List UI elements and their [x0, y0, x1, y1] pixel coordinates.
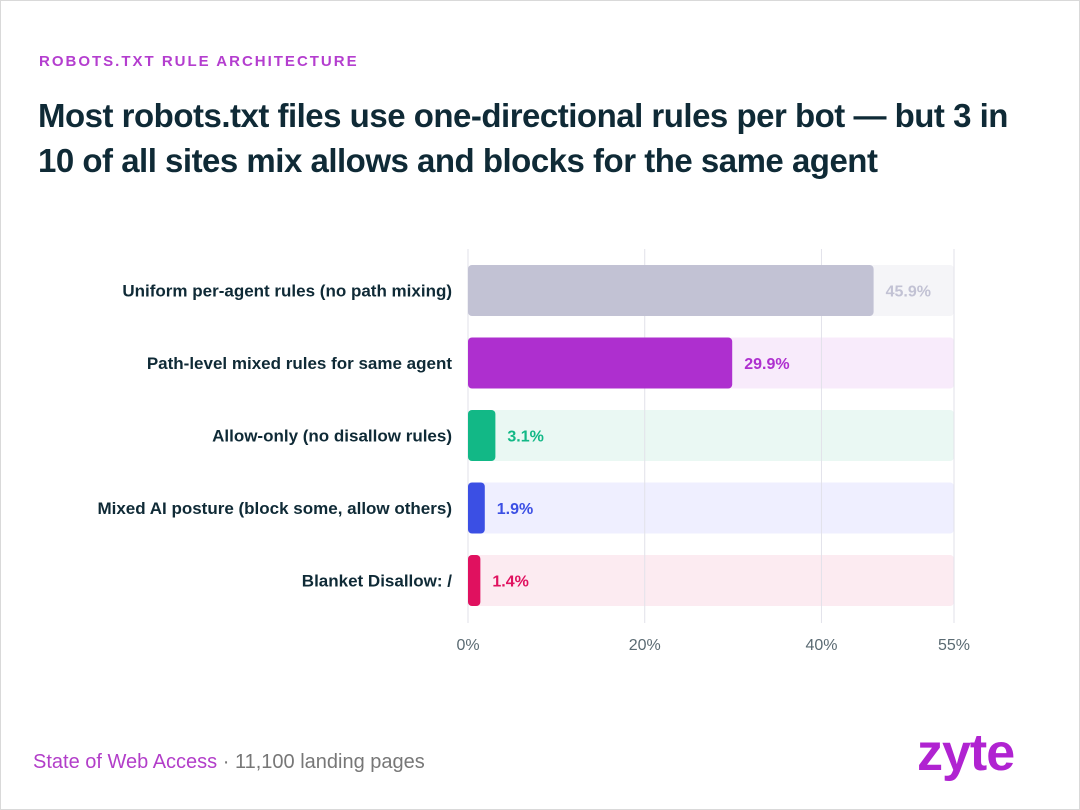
bar-value-label: 1.4%	[492, 574, 528, 591]
bar-chart: 45.9% Uniform per-agent rules (no path mi…	[97, 249, 970, 654]
bar-track	[468, 555, 954, 606]
chart-eyebrow: ROBOTS.TXT RULE ARCHITECTURE	[39, 53, 359, 70]
zyte-logo: zyte	[917, 724, 1015, 782]
x-tick-label: 0%	[456, 637, 479, 654]
bar-value-label: 29.9%	[744, 356, 789, 373]
category-label: Path-level mixed rules for same agent	[147, 354, 453, 373]
x-tick-label: 20%	[629, 637, 661, 654]
bar-track	[468, 482, 954, 534]
category-label: Mixed AI posture (block some, allow othe…	[97, 499, 452, 518]
bar	[468, 482, 485, 534]
bar-track	[468, 410, 954, 461]
category-label: Blanket Disallow: /	[302, 572, 452, 591]
bar-value-label: 1.9%	[497, 501, 533, 518]
footer-detail: 11,100 landing pages	[234, 751, 425, 773]
footer-separator: ·	[217, 751, 235, 773]
bar	[468, 410, 496, 461]
x-tick-label: 55%	[938, 637, 970, 654]
footer-source: State of Web Access · 11,100 landing pag…	[33, 751, 425, 774]
bar-value-label: 3.1%	[507, 429, 543, 446]
bar-value-label: 45.9%	[886, 284, 931, 301]
category-label: Allow-only (no disallow rules)	[212, 427, 452, 446]
bar	[468, 337, 733, 389]
category-label: Uniform per-agent rules (no path mixing)	[122, 282, 452, 301]
bar	[468, 265, 874, 316]
footer-source-name: State of Web Access	[33, 751, 218, 773]
chart-title: Most robots.txt files use one-directiona…	[38, 97, 1008, 179]
bar	[468, 555, 481, 606]
x-tick-label: 40%	[805, 637, 837, 654]
